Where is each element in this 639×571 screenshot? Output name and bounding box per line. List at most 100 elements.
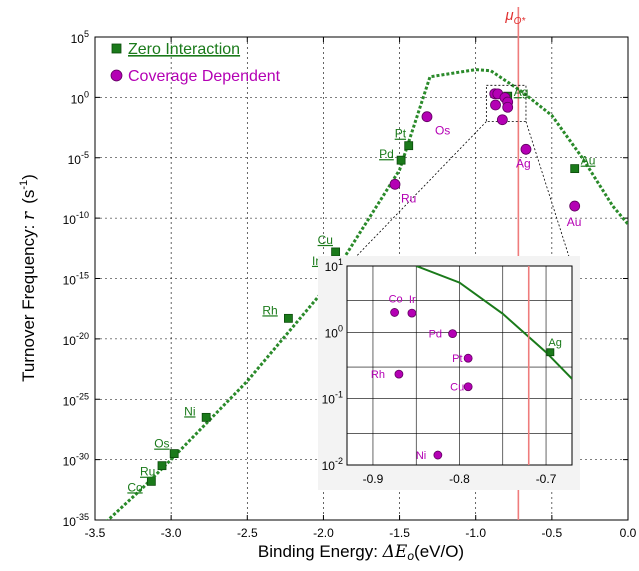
y-tick-label: 10-35 [63, 512, 89, 529]
zero-interaction-label: Co [127, 480, 143, 494]
zero-interaction-point [404, 141, 414, 151]
y-axis-label-prefix: Turnover Frequency: [19, 220, 38, 382]
coverage-dependent-label: Ru [401, 191, 416, 205]
x-tick-label: -1.0 [465, 526, 486, 540]
y-axis-label-unit: (s [19, 190, 38, 204]
volcano-curve [105, 68, 628, 520]
x-tick-label: -0.5 [542, 526, 563, 540]
inset-coverage-dependent-label: Pd [429, 329, 442, 341]
inset-coverage-dependent-point [463, 353, 473, 363]
y-tick-label: 10-25 [63, 391, 89, 408]
y-tick-label: 10-15 [63, 271, 89, 288]
inset-coverage-dependent-label: Ir [409, 294, 416, 306]
coverage-dependent-point [421, 111, 433, 123]
x-tick-label: 0.0 [620, 526, 637, 540]
y-axis-label: Turnover Frequency: r (s-1) [18, 174, 39, 382]
x-tick-label: -2.5 [237, 526, 258, 540]
inset-zero-interaction-label: Ag [548, 337, 561, 349]
x-tick-label: -1.5 [389, 526, 410, 540]
zero-interaction-label: Ni [184, 404, 195, 418]
inset-coverage-dependent-label: Pt [452, 353, 462, 365]
inset-curve-group [415, 266, 572, 380]
inset-x-tick-label: -0.7 [536, 472, 557, 486]
zero-interaction-label: Ir [312, 254, 319, 268]
inset-curve-line [415, 266, 572, 380]
inset-y-tick-label: 100 [325, 323, 343, 340]
zoom-connector-right [525, 121, 573, 267]
x-axis-label: Binding Energy: ΔEo(eV/O) [258, 542, 464, 563]
coverage-dependent-point [569, 200, 581, 212]
y-tick-label: 10-5 [68, 150, 89, 167]
inset-y-tick-label: 10-1 [322, 390, 343, 407]
inset-coverage-dependent-label: Rh [371, 369, 385, 381]
zero-interaction-point [146, 476, 156, 486]
y-axis-label-symbol: r [19, 211, 39, 220]
coverage-dependent-label: Os [435, 124, 450, 138]
inset-chart: 10-2 10-1 100 101 -0.9 -0.8 -0.7 Co Ir Pd Pt Rh Cu Ni… [318, 256, 580, 490]
zero-interaction-point [396, 155, 406, 165]
inset-coverage-dependent-label: Co [389, 293, 403, 305]
zoom-indicator [346, 84, 573, 267]
legend-marker-circle [110, 69, 123, 82]
inset-coverage-dependent-label: Ni [416, 450, 426, 462]
volcano-curve-line [105, 68, 628, 520]
main-axis-ticks: -3.5 -3.0 -2.5 -2.0 -1.5 -1.0 -0.5 0.0 10-35 10-3… [63, 29, 637, 540]
coverage-dependent-point [520, 143, 532, 155]
x-axis-label-sub: o [407, 549, 414, 563]
zero-interaction-label: Ag [514, 85, 529, 99]
zoom-box [485, 84, 527, 122]
y-axis-label-unit-end: ) [19, 174, 38, 180]
zero-interaction-point [169, 449, 179, 458]
zero-interaction-point [284, 313, 293, 323]
y-tick-label: 100 [71, 89, 89, 106]
inset-coverage-dependent-label: Cu [450, 382, 464, 394]
inset-coverage-dependent-point [463, 382, 473, 392]
x-axis-label-symbol: ΔE [382, 542, 408, 562]
coverage-dependent-peak-point [502, 101, 514, 113]
zero-interaction-label: Pt [395, 127, 407, 141]
mu-label: μO* [504, 7, 526, 27]
zero-interaction-label: Ru [140, 465, 155, 479]
zero-interaction-label: Os [154, 437, 169, 451]
coverage-dependent-peak-point [490, 99, 501, 111]
zero-interaction-label: Au [581, 154, 596, 168]
legend-marker-square [111, 43, 122, 54]
legend-entry-label: Coverage Dependent [128, 68, 281, 85]
zero-interaction-point [157, 461, 167, 471]
y-tick-label: 105 [71, 29, 89, 46]
axis-labels: Binding Energy: ΔEo(eV/O) Turnover Frequ… [18, 174, 464, 563]
inset-coverage-dependent-point [407, 308, 417, 318]
x-axis-label-unit: (eV/O) [414, 542, 464, 561]
zoom-connector-left [346, 121, 487, 267]
zero-interaction-label: Pd [379, 147, 394, 161]
x-tick-label: -2.0 [313, 526, 334, 540]
inset-coverage-dependent-point [394, 369, 404, 379]
inset-x-tick-label: -0.8 [449, 472, 470, 486]
inset-y-tick-label: 101 [325, 257, 343, 274]
zero-interaction-label: Rh [262, 303, 277, 317]
x-axis-label-prefix: Binding Energy: [258, 542, 383, 561]
y-tick-label: 10-30 [63, 452, 89, 469]
inset-y-tick-label: 10-2 [322, 456, 343, 473]
x-tick-label: -3.0 [161, 526, 182, 540]
coverage-dependent-peak-point [496, 114, 508, 126]
y-tick-label: 10-20 [63, 331, 89, 348]
zero-interaction-point [331, 247, 341, 257]
coverage-dependent-point [389, 178, 401, 190]
y-axis-label-unit-sup: -1 [18, 180, 30, 190]
zero-interaction-label: Cu [318, 233, 333, 247]
legend: Zero Interaction Coverage Dependent [110, 41, 281, 85]
coverage-dependent-label: Ag [516, 156, 531, 170]
inset-coverage-dependent-point [433, 450, 443, 460]
inset-x-tick-label: -0.9 [363, 472, 384, 486]
zero-interaction-point [570, 164, 580, 174]
coverage-dependent-label: Au [567, 215, 582, 229]
inset-zero-interaction-point [546, 348, 555, 357]
inset-coverage-dependent-point [448, 329, 457, 339]
zero-interaction-point [201, 412, 211, 422]
y-tick-label: 10-10 [63, 210, 89, 227]
legend-entry-label: Zero Interaction [128, 41, 240, 58]
x-tick-label: -3.5 [85, 526, 106, 540]
